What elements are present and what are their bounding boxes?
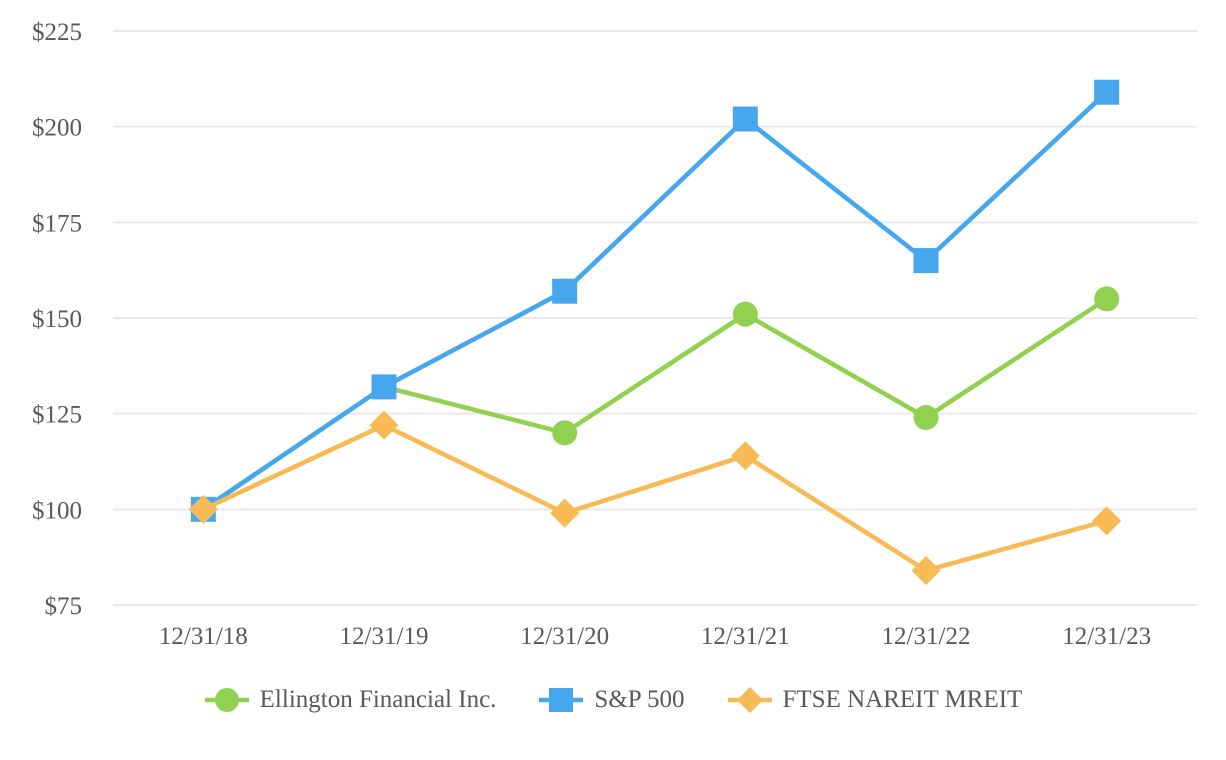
diamond-marker-icon xyxy=(736,687,763,713)
series-line-s-p-500 xyxy=(202,90,1109,512)
y-axis-tick-label: $125 xyxy=(32,402,82,429)
legend-label-ellington-financial: Ellington Financial Inc. xyxy=(259,686,497,713)
data-point-diamond-ftse-nareit-mreit xyxy=(730,441,760,471)
data-point-square-s-p-500 xyxy=(732,106,758,132)
x-axis-tick-label: 12/31/23 xyxy=(1062,623,1151,650)
x-axis-tick-label: 12/31/20 xyxy=(520,623,609,650)
y-axis-tick-label: $175 xyxy=(32,210,82,237)
legend-label-sp500: S&P 500 xyxy=(594,686,685,713)
data-point-circle-ellington-financial-inc xyxy=(1094,286,1120,312)
square-marker-icon xyxy=(549,688,574,712)
x-axis-tick-label: 12/31/18 xyxy=(159,623,248,650)
y-axis-tick-label: $75 xyxy=(45,593,83,620)
series-line-ellington-financial-inc xyxy=(202,296,1108,512)
y-axis-tick-label: $200 xyxy=(32,115,82,142)
data-point-circle-ellington-financial-inc xyxy=(552,420,578,446)
legend-item-ftse-nareit-mreit: FTSE NAREIT MREIT xyxy=(727,685,1023,715)
x-axis-tick-label: 12/31/21 xyxy=(701,623,790,650)
y-axis-tick-label: $100 xyxy=(32,497,82,524)
legend-item-ellington-financial: Ellington Financial Inc. xyxy=(204,685,497,715)
data-point-square-s-p-500 xyxy=(371,374,397,400)
x-axis-tick-label: 12/31/19 xyxy=(340,623,429,650)
chart-legend: Ellington Financial Inc. S&P 500 FTSE NA… xyxy=(0,685,1226,715)
data-point-diamond-ftse-nareit-mreit xyxy=(188,494,218,524)
data-point-circle-ellington-financial-inc xyxy=(732,301,758,327)
data-point-square-s-p-500 xyxy=(1094,79,1120,105)
data-point-circle-ellington-financial-inc xyxy=(913,404,939,430)
legend-marker-diamond-icon xyxy=(727,687,772,713)
legend-item-sp500: S&P 500 xyxy=(538,685,685,715)
line-chart-plot-area: $225 $200 $175 $150 $125 $100 $75 12/31/18 12/31… xyxy=(32,19,1197,650)
data-point-diamond-ftse-nareit-mreit xyxy=(550,498,580,528)
data-point-diamond-ftse-nareit-mreit xyxy=(369,410,399,440)
legend-marker-circle-icon xyxy=(204,688,249,712)
data-point-diamond-ftse-nareit-mreit xyxy=(1092,506,1122,536)
circle-marker-icon xyxy=(214,688,239,712)
data-point-diamond-ftse-nareit-mreit xyxy=(911,556,941,586)
legend-label-ftse-nareit-mreit: FTSE NAREIT MREIT xyxy=(782,686,1023,713)
data-point-square-s-p-500 xyxy=(913,248,939,274)
legend-marker-square-icon xyxy=(539,688,584,712)
data-point-square-s-p-500 xyxy=(552,278,578,304)
x-axis-tick-label: 12/31/22 xyxy=(882,623,971,650)
y-axis-tick-label: $150 xyxy=(32,306,82,333)
series-line-ftse-nareit-mreit xyxy=(202,422,1108,574)
y-axis-tick-label: $225 xyxy=(32,19,82,46)
